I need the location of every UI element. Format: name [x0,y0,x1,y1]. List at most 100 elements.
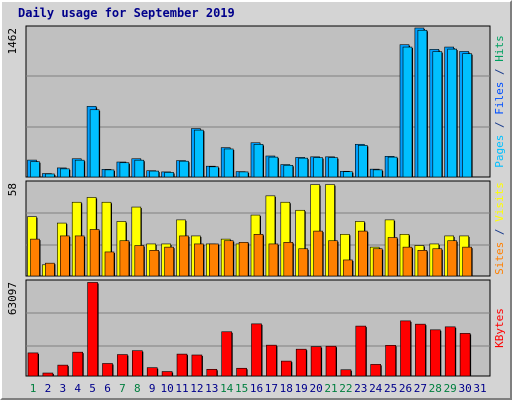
bar-bottom-kbytes-27 [415,323,426,377]
bar-bottom-kbytes-7 [117,354,128,377]
bar-top-pages-26 [402,46,413,178]
bar-middle-sites-27 [417,250,428,277]
bar-top-pages-27 [417,29,428,178]
bar-bottom-kbytes-26 [400,320,411,377]
y-max-label-bottom: 63097 [6,282,19,315]
bar-bottom-kbytes-6 [102,363,113,377]
x-tick-label: 7 [119,382,126,395]
bar-top-pages-6 [104,169,115,178]
x-tick-label: 13 [205,382,218,395]
x-tick-label: 6 [104,382,111,395]
x-tick-label: 10 [160,382,173,395]
bar-top-pages-2 [45,173,55,178]
bar-bottom-kbytes-18 [280,360,292,377]
bar-bottom-kbytes-8 [132,350,143,377]
legend-entry-middle-1: / [493,222,506,242]
bar-bottom-kbytes-1 [27,352,39,377]
legend-middle: Sites / Visits [493,182,506,275]
x-tick-label: 8 [134,382,141,395]
bar-top-pages-21 [328,157,338,178]
bar-top-pages-29 [447,48,458,178]
bar-top-pages-16 [253,144,264,178]
chart-title: Daily usage for September 2019 [18,6,235,20]
bar-middle-sites-20 [313,230,323,277]
bar-middle-sites-17 [268,243,279,277]
x-tick-label: 23 [354,382,367,395]
bar-middle-sites-30 [462,246,472,277]
bar-bottom-kbytes-16 [251,323,262,377]
bar-middle-sites-19 [298,248,309,277]
bar-bottom-kbytes-21 [325,345,337,377]
y-max-label-middle: 58 [6,183,19,196]
bar-top-pages-10 [164,172,174,178]
bar-bottom-kbytes-30 [459,333,471,377]
bar-middle-sites-13 [209,243,219,277]
x-tick-label: 19 [295,382,308,395]
bar-middle-sites-4 [74,235,85,277]
x-tick-label: 12 [190,382,203,395]
legend-bottom: KBytes [493,308,506,348]
bar-bottom-kbytes-24 [370,364,382,377]
bar-top-pages-24 [372,169,383,178]
bar-middle-sites-28 [432,248,443,277]
y-max-label-top: 1462 [6,28,19,55]
bar-middle-sites-23 [357,230,368,277]
x-tick-label: 9 [149,382,156,395]
x-tick-label: 28 [429,382,442,395]
bar-bottom-kbytes-14 [221,331,232,377]
bar-top-pages-15 [238,171,249,178]
x-tick-label: 26 [399,382,412,395]
bar-top-pages-3 [59,168,70,178]
x-tick-label: 14 [220,382,234,395]
x-tick-label: 3 [59,382,66,395]
bar-top-pages-13 [209,166,219,178]
bar-top-pages-22 [343,171,353,178]
bar-top-pages-4 [74,159,85,178]
x-tick-label: 22 [339,382,352,395]
bar-middle-sites-10 [164,246,174,277]
bar-bottom-kbytes-23 [355,325,367,377]
bar-bottom-kbytes-12 [191,354,203,377]
bar-bottom-kbytes-29 [444,326,456,377]
x-tick-label: 25 [384,382,397,395]
bar-middle-sites-26 [402,246,413,277]
x-tick-label: 18 [280,382,293,395]
bar-bottom-kbytes-10 [161,371,173,377]
bar-middle-sites-29 [447,240,458,277]
bar-top-pages-18 [283,164,294,178]
x-tick-label: 15 [235,382,248,395]
bar-bottom-kbytes-17 [266,344,277,377]
bar-middle-sites-12 [194,243,204,277]
bar-top-pages-11 [179,160,189,178]
bar-bottom-kbytes-13 [206,368,218,377]
legend-entry-top-4: Hits [493,35,506,62]
bar-top-pages-25 [387,156,398,178]
bar-middle-sites-8 [134,245,145,277]
x-tick-label: 20 [309,382,322,395]
legend-entry-top-3: / [493,62,506,82]
bar-bottom-kbytes-5 [87,282,98,377]
x-tick-label: 29 [444,382,457,395]
bar-top-pages-1 [30,161,40,178]
bar-top-pages-7 [119,162,130,178]
bar-top-pages-28 [432,51,443,178]
bar-middle-sites-15 [238,242,249,277]
bar-top-pages-23 [357,145,368,178]
bar-middle-sites-2 [45,262,55,277]
x-tick-label: 31 [473,382,486,395]
x-tick-label: 5 [89,382,96,395]
bar-top-pages-19 [298,157,309,178]
bar-middle-sites-1 [30,238,40,277]
legend-entry-top-2: Files [493,82,506,115]
bar-top-pages-20 [313,157,323,178]
bar-bottom-kbytes-4 [72,351,83,377]
legend-entry-middle-2: Visits [493,182,506,222]
legend-entry-top-0: Pages [493,135,506,168]
bar-bottom-kbytes-20 [310,346,322,377]
bar-middle-sites-5 [89,229,100,277]
legend-entry-top-1: / [493,115,506,135]
x-tick-label: 27 [414,382,427,395]
bar-top-pages-8 [134,159,145,178]
x-tick-label: 17 [265,382,278,395]
bar-bottom-kbytes-3 [57,364,69,377]
